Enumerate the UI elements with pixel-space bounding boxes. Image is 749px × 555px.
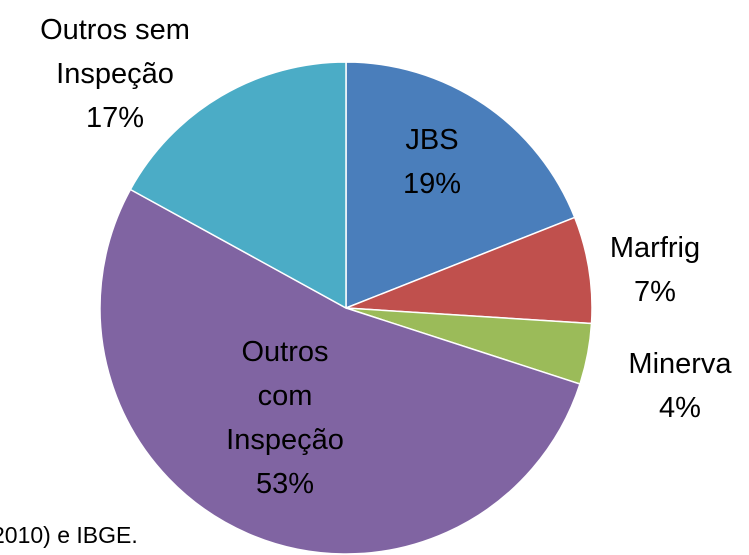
source-note: 2010) e IBGE. xyxy=(0,522,138,548)
pie-slice xyxy=(99,188,581,555)
value-label: 4% xyxy=(659,392,701,424)
value-label: 19% xyxy=(402,168,462,200)
value-label: 17% xyxy=(85,102,145,134)
category-label: Outros sem Inspeção xyxy=(40,14,190,90)
value-label: 53% xyxy=(255,468,315,500)
category-label: Outros com Inspeção xyxy=(226,336,344,456)
slice-label: Minerva 4% xyxy=(600,342,749,430)
pie-slice xyxy=(129,61,347,310)
pie-slice xyxy=(345,61,576,310)
slice-label: Outros com Inspeção 53% xyxy=(220,330,350,506)
slice-label: Marfrig 7% xyxy=(575,226,735,314)
slice-label: JBS 19% xyxy=(352,118,512,206)
category-label: Marfrig xyxy=(609,232,701,264)
slice-label: Outros sem Inspeção 17% xyxy=(15,8,215,140)
pie-slice xyxy=(345,216,593,325)
category-label: JBS xyxy=(405,124,459,156)
value-label: 7% xyxy=(634,276,676,308)
category-label: Minerva xyxy=(628,348,732,380)
